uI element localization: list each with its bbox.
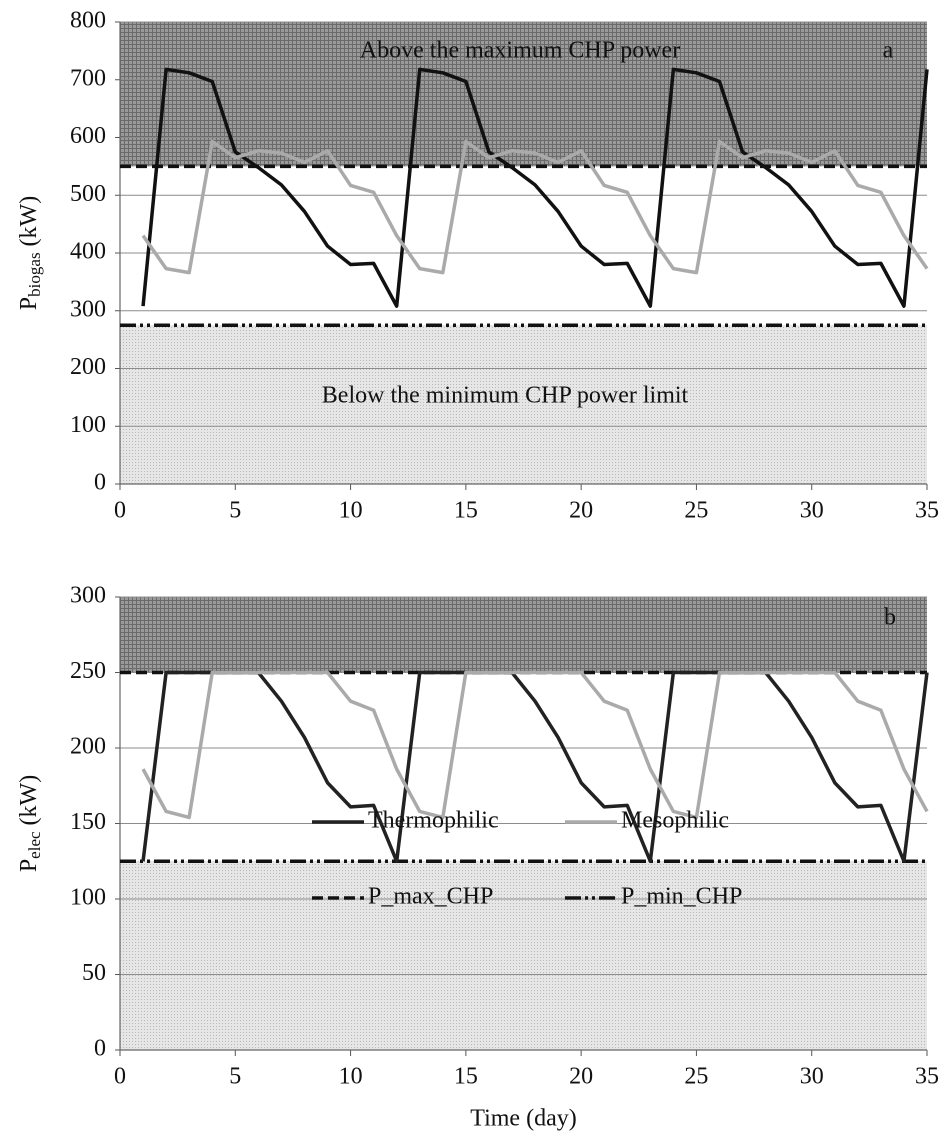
x-tick-label: 15 [454,498,478,524]
y-label-sub: elec [25,831,44,859]
y-tick-label: 800 [70,8,106,34]
y-tick-label: 500 [70,181,106,207]
annotation: a [883,38,894,64]
y-label-unit: (kW) [16,775,42,826]
x-tick-label: 5 [229,1064,241,1090]
x-tick-label: 0 [114,498,126,524]
series-line [141,67,929,308]
y-tick-label: 300 [70,583,106,609]
y-tick-label: 50 [82,960,106,986]
y-tick-label: 0 [94,470,106,496]
x-tick-label: 5 [229,498,241,524]
y-tick-label: 100 [70,885,106,911]
shaded-band [120,325,927,484]
chart-panel: 0 50 100 150 200 250 300 0 5 10 15 20 25 30 35 b Pelec (k… [16,583,940,1132]
y-axis-label: Pbiogas (kW) [16,196,44,310]
y-label-sub: biogas [25,252,44,296]
series-line [141,670,929,820]
y-axis-label: Pelec (kW) [16,775,44,872]
y-tick-label: 150 [70,809,106,835]
x-tick-label: 20 [569,1064,593,1090]
annotation: Below the minimum CHP power limit [322,383,689,409]
y-tick-label: 250 [70,658,106,684]
x-tick-label: 25 [684,498,708,524]
x-tick-label: 25 [684,1064,708,1090]
x-axis-label: Time (day) [470,1106,576,1132]
y-label-main: P [16,297,42,310]
annotation: Above the maximum CHP power [360,38,680,64]
x-tick-label: 15 [454,1064,478,1090]
x-tick-label: 30 [800,498,824,524]
y-tick-label: 200 [70,354,106,380]
y-tick-label: 100 [70,412,106,438]
y-tick-label: 600 [70,123,106,149]
x-tick-label: 30 [800,1064,824,1090]
legend-label: Mesophilic [621,808,729,834]
series-line [141,670,929,863]
series-line [141,139,929,275]
shaded-band [120,861,927,1050]
x-tick-label: 10 [339,1064,363,1090]
x-tick-label: 20 [569,498,593,524]
y-label-main: P [16,859,42,872]
shaded-band [120,597,927,673]
y-tick-label: 200 [70,734,106,760]
y-label-unit: (kW) [16,196,42,247]
x-tick-label: 35 [915,1064,939,1090]
y-tick-label: 700 [70,65,106,91]
x-tick-label: 10 [339,498,363,524]
x-tick-label: 35 [915,498,939,524]
shaded-band [120,22,927,167]
x-tick-label: 0 [114,1064,126,1090]
legend-label: P_max_CHP [368,884,493,910]
legend-label: P_min_CHP [621,884,742,910]
annotation: b [884,605,896,631]
y-tick-label: 400 [70,239,106,265]
y-tick-label: 0 [94,1036,106,1062]
legend-label: Thermophilic [368,808,499,834]
legend: Thermophilic Mesophilic P_max_CHP P_min_CHP [312,808,742,910]
chart-panel: 0 100 200 300 400 500 600 700 800 0 5 10 15 20 25 30 35 A… [16,8,940,524]
y-tick-label: 300 [70,296,106,322]
